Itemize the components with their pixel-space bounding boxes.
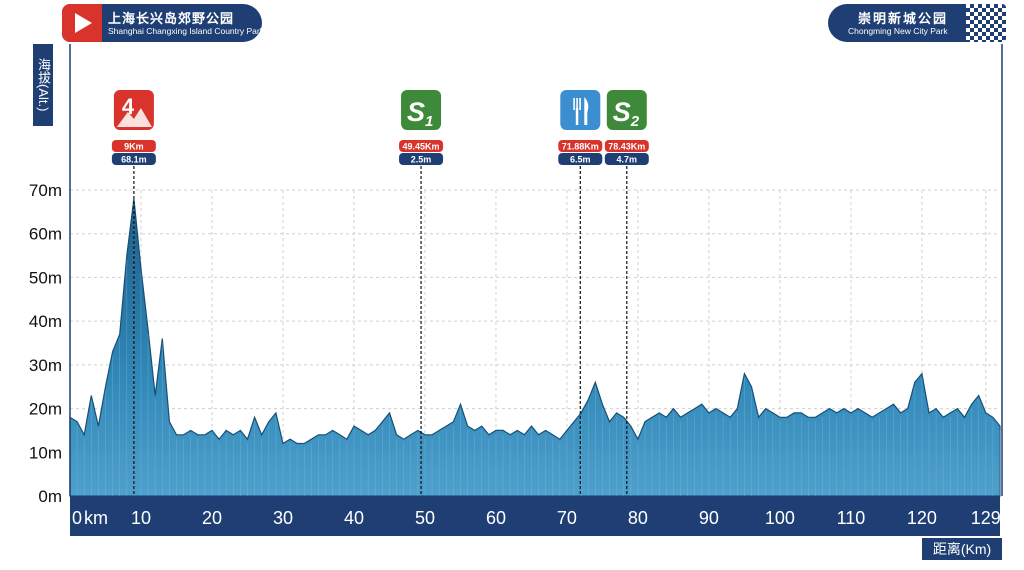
x-tick-label: 10 bbox=[131, 508, 151, 528]
y-tick-label: 40m bbox=[29, 312, 62, 331]
marker-altitude-box bbox=[604, 153, 649, 165]
x-tick-label: 40 bbox=[344, 508, 364, 528]
sprint-number-label: 1 bbox=[425, 113, 433, 130]
y-tick-label: 0m bbox=[38, 487, 62, 506]
sprint-letter-label: S bbox=[407, 97, 425, 127]
x-tick-label: 60 bbox=[486, 508, 506, 528]
marker-distance-label: 71.88Km bbox=[562, 142, 599, 152]
x-tick-label: 129 bbox=[971, 508, 1001, 528]
x-tick-label: 100 bbox=[765, 508, 795, 528]
marker-distance-box bbox=[111, 140, 156, 152]
finish-name-zh: 崇明新城公园 bbox=[858, 11, 949, 26]
play-arrow-icon bbox=[62, 4, 102, 42]
x-unit-label: km bbox=[84, 508, 108, 528]
marker-distance-label: 49.45Km bbox=[403, 142, 440, 152]
marker-distance-label: 78.43Km bbox=[608, 142, 645, 152]
fork-handle bbox=[575, 108, 579, 125]
checkered-flag-icon bbox=[966, 4, 1006, 42]
sprint-icon bbox=[606, 90, 647, 130]
fork-tine bbox=[576, 98, 578, 110]
finish-location-banner: 崇明新城公园 Chongming New City Park bbox=[828, 4, 1006, 42]
y-axis-label-box bbox=[33, 44, 53, 126]
marker-altitude-label: 6.5m bbox=[570, 155, 591, 165]
marker-sprint-3: S 2 78.43Km 4.7m bbox=[604, 90, 649, 496]
x-tick-label: 80 bbox=[628, 508, 648, 528]
x-tick-label: 110 bbox=[837, 508, 866, 528]
marker-feed-2: 71.88Km 6.5m bbox=[558, 90, 603, 496]
knife-icon bbox=[584, 97, 589, 125]
sprint-number-label: 2 bbox=[630, 113, 640, 130]
y-tick-label: 70m bbox=[29, 181, 62, 200]
x-axis-bar bbox=[70, 496, 1000, 536]
mountain-icon bbox=[116, 108, 152, 127]
marker-altitude-label: 68.1m bbox=[121, 155, 147, 165]
x-tick-label: 50 bbox=[415, 508, 435, 528]
climb-category-label: 4 bbox=[122, 94, 135, 119]
marker-distance-box bbox=[604, 140, 649, 152]
marker-altitude-label: 4.7m bbox=[617, 155, 638, 165]
start-name-en: Shanghai Changxing Island Country Park bbox=[108, 26, 264, 36]
marker-distance-box bbox=[399, 140, 444, 152]
marker-altitude-box bbox=[558, 153, 603, 165]
y-tick-label: 60m bbox=[29, 225, 62, 244]
x-tick-label: 90 bbox=[699, 508, 719, 528]
marker-distance-label: 9Km bbox=[124, 142, 144, 152]
x-axis-label: 距离(Km) bbox=[922, 538, 1002, 560]
y-tick-label: 30m bbox=[29, 356, 62, 375]
marker-climb-0: 4 9Km 68.1m bbox=[111, 90, 156, 496]
fork-tine bbox=[579, 98, 581, 110]
start-name-zh: 上海长兴岛郊野公园 bbox=[108, 11, 235, 26]
y-tick-label: 20m bbox=[29, 400, 62, 419]
marker-distance-box bbox=[558, 140, 603, 152]
x-tick-label: 0 bbox=[72, 508, 82, 528]
x-tick-label: 30 bbox=[273, 508, 293, 528]
y-axis-label: 海拔(Alt.) bbox=[36, 58, 51, 112]
sprint-icon bbox=[401, 90, 442, 130]
sprint-letter-label: S bbox=[613, 97, 631, 127]
y-tick-label: 10m bbox=[29, 443, 62, 462]
y-tick-label: 50m bbox=[29, 268, 62, 287]
marker-altitude-box bbox=[399, 153, 444, 165]
marker-altitude-box bbox=[111, 153, 156, 165]
x-tick-label: 70 bbox=[557, 508, 577, 528]
finish-name-en: Chongming New City Park bbox=[848, 26, 948, 36]
fork-tine bbox=[573, 98, 575, 110]
x-tick-label: 20 bbox=[202, 508, 222, 528]
marker-altitude-label: 2.5m bbox=[411, 155, 432, 165]
elevation-area bbox=[69, 198, 1001, 497]
start-location-banner: 上海长兴岛郊野公园 Shanghai Changxing Island Coun… bbox=[62, 4, 264, 42]
marker-sprint-1: S 1 49.45Km 2.5m bbox=[399, 90, 444, 496]
x-tick-label: 120 bbox=[907, 508, 937, 528]
